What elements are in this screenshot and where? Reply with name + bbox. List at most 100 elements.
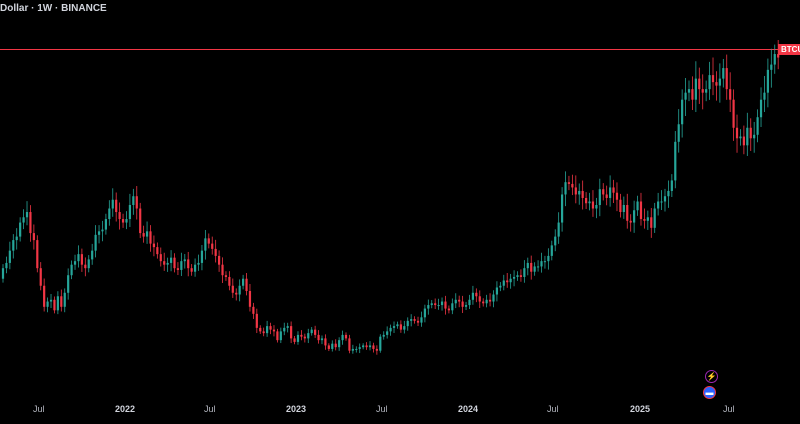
candle-body [715,82,718,86]
candle-body [423,308,426,318]
candle-body [759,99,763,118]
candle-body [53,299,56,311]
x-tick-label: 2023 [286,404,306,414]
candle-body [670,180,673,191]
candle-body [619,199,622,213]
flag-icon[interactable]: ▬ [703,386,716,399]
candle-body [221,264,224,276]
candle-body [722,68,725,79]
candle-body [591,201,595,209]
candle-body [207,238,210,244]
candle-body [509,278,512,283]
candle-body [231,285,234,293]
candle-body [588,201,591,204]
candle-body [317,334,320,341]
candle-body [746,127,749,146]
candle-body [228,276,231,286]
candle-body [585,197,588,204]
candle-body [290,326,293,339]
x-tick-label: Jul [547,404,559,414]
candle-body [602,189,605,195]
candle-body [80,254,83,265]
candle-body [691,89,694,100]
candle-body [190,268,193,272]
candle-body [382,334,385,337]
candle-body [108,208,111,220]
candle-body [718,78,721,86]
candle-body [543,261,547,263]
symbol-title[interactable]: Dollar · 1W · BINANCE [0,3,107,14]
candle-body [84,264,87,269]
candle-body [732,99,735,128]
candle-body [235,292,238,295]
candle-body [118,212,121,220]
candle-body [742,136,745,146]
candle-body [56,296,59,311]
candle-body [526,262,529,269]
candle-body [739,136,742,139]
candle-body [245,278,248,292]
candle-body [403,326,406,330]
candle-body [564,182,567,195]
candle-body [139,208,142,234]
candle-body [756,117,759,135]
candle-body [91,250,94,260]
candle-body [615,192,619,200]
candle-body [128,205,132,220]
candle-body [169,257,173,263]
candle-body [629,220,632,223]
candle-body [300,334,303,337]
candle-body [142,233,145,237]
candle-body [499,285,502,288]
candle-body [135,196,138,209]
candle-body [708,75,711,90]
candle-body [650,217,653,228]
lightning-icon[interactable]: ⚡ [705,370,718,383]
candle-body [252,306,255,314]
candle-body [286,326,289,328]
last-price-tag: BTCUSDT [778,44,800,55]
candle-body [70,264,73,276]
candle-body [8,250,11,263]
candle-body [39,268,42,286]
candle-body [636,201,639,211]
candle-body [224,275,228,277]
candle-body [581,190,584,198]
candle-body [173,257,176,269]
candle-body [427,305,430,309]
candle-body [94,234,97,251]
candle-body [420,317,423,323]
candle-body [248,291,252,307]
candle-body [471,292,475,300]
candle-body [111,199,114,209]
candle-body [639,201,643,220]
candle-body [725,68,728,90]
candle-body [633,210,636,223]
candle-body [1,268,5,279]
candle-body [362,345,365,348]
candle-body [166,262,169,265]
x-tick-label: Jul [376,404,388,414]
candle-body [365,345,368,348]
candle-body [766,69,769,93]
candle-body [396,324,399,327]
candle-body [314,329,317,335]
candle-body [348,338,351,351]
candle-body [193,264,197,272]
candle-body [406,320,409,327]
candle-body [320,338,324,341]
candle-body [101,229,104,232]
candle-body [464,305,468,307]
candle-body [657,201,660,209]
candle-body [687,89,691,93]
candle-body [674,141,677,181]
candle-body [413,319,416,321]
candle-body [36,240,39,269]
candle-body [492,294,495,302]
title-separator: · [31,3,35,14]
exchange-label: BINANCE [61,3,107,14]
candle-body [386,331,389,335]
candle-body [149,231,152,244]
